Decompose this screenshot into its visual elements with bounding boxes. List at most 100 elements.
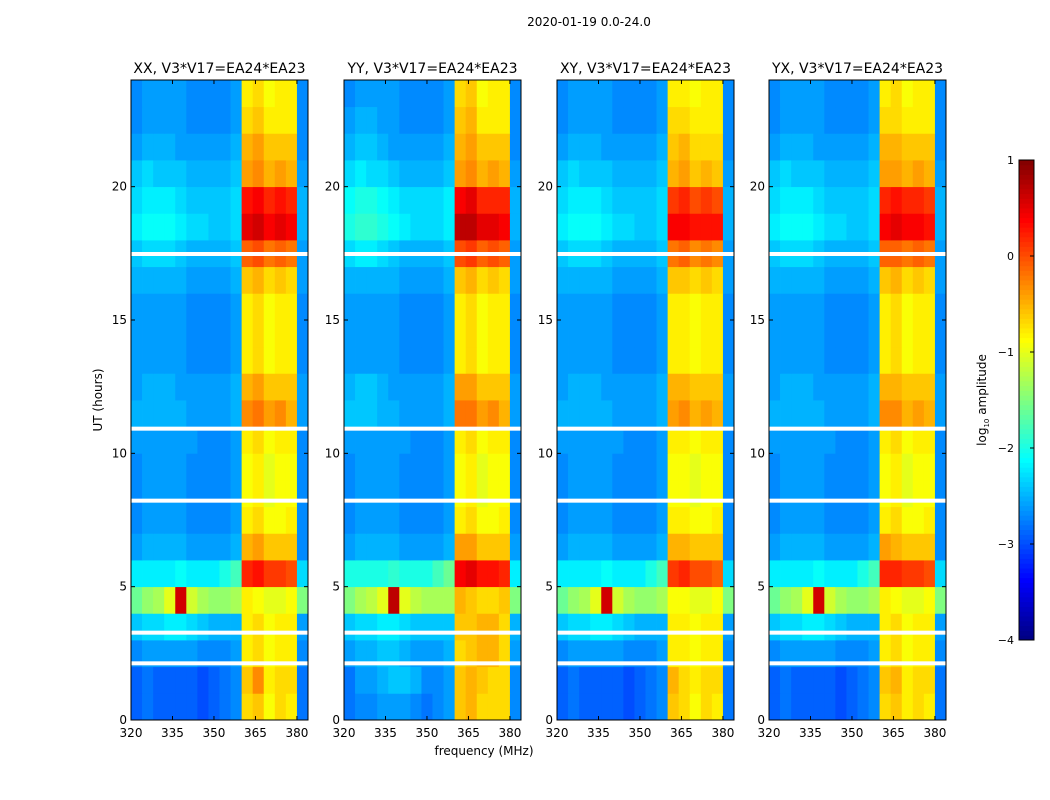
heatmap-cell <box>824 613 836 641</box>
heatmap-cell <box>601 160 613 188</box>
heatmap-cell <box>131 346 143 374</box>
heatmap-cell <box>421 293 433 321</box>
heatmap-cell <box>410 186 422 214</box>
heatmap-cell <box>153 133 165 161</box>
heatmap-cell <box>219 640 231 668</box>
heatmap-cell <box>164 160 176 188</box>
heatmap-cell <box>722 160 735 188</box>
x-tick-label: 380 <box>923 726 946 740</box>
heatmap-cell <box>142 160 154 188</box>
heatmap-cell <box>868 346 881 374</box>
heatmap-cell <box>410 533 422 561</box>
heatmap-cell <box>443 293 456 321</box>
heatmap-cell <box>802 586 814 614</box>
heatmap-cell <box>476 453 489 481</box>
heatmap-cell <box>802 133 814 161</box>
heatmap-cell <box>432 320 444 348</box>
heatmap-cell <box>388 400 400 428</box>
heatmap-cell <box>344 506 356 534</box>
heatmap-cell <box>142 320 154 348</box>
heatmap-cell <box>454 560 467 588</box>
heatmap-cell <box>487 106 500 134</box>
heatmap-cell <box>410 480 422 508</box>
heatmap-cell <box>153 506 165 534</box>
heatmap-cell <box>601 613 613 641</box>
heatmap-cell <box>557 213 569 241</box>
colorbar-segment <box>1019 160 1034 166</box>
heatmap-cell <box>791 80 803 108</box>
heatmap-cell <box>890 186 903 214</box>
heatmap-cell <box>274 133 287 161</box>
heatmap-cell <box>344 160 356 188</box>
heatmap-cell <box>197 266 209 294</box>
heatmap-cell <box>219 186 231 214</box>
heatmap-cell <box>498 186 511 214</box>
heatmap-cell <box>802 693 814 721</box>
heatmap-cell <box>465 480 478 508</box>
colorbar-segment <box>1019 275 1034 281</box>
flagged-row <box>769 498 946 503</box>
heatmap-cell <box>487 693 500 721</box>
heatmap-cell <box>623 160 635 188</box>
heatmap-cell <box>722 320 735 348</box>
heatmap-cell <box>667 106 680 134</box>
colorbar-segment <box>1019 227 1034 233</box>
heatmap-cell <box>568 640 580 668</box>
heatmap-cell <box>252 400 265 428</box>
heatmap-cell <box>579 426 591 454</box>
heatmap-cell <box>131 80 143 108</box>
heatmap-cell <box>432 560 444 588</box>
heatmap-cell <box>241 586 254 614</box>
heatmap-cell <box>813 373 825 401</box>
heatmap-cell <box>175 506 187 534</box>
heatmap-cell <box>164 186 176 214</box>
heatmap-cell <box>857 533 869 561</box>
heatmap-cell <box>263 533 276 561</box>
heatmap-cell <box>285 106 298 134</box>
heatmap-cell <box>846 666 858 694</box>
heatmap-cell <box>846 693 858 721</box>
heatmap-cell <box>476 213 489 241</box>
heatmap-cell <box>645 160 657 188</box>
heatmap-cell <box>186 613 198 641</box>
heatmap-cell <box>901 320 914 348</box>
heatmap-cell <box>689 693 702 721</box>
heatmap-cell <box>388 506 400 534</box>
heatmap-cell <box>623 586 635 614</box>
colorbar-segment <box>1019 371 1034 377</box>
colorbar-segment <box>1019 256 1034 262</box>
heatmap-cell <box>634 506 646 534</box>
heatmap-cell <box>252 453 265 481</box>
heatmap-cell <box>791 586 803 614</box>
heatmap-cell <box>557 666 569 694</box>
heatmap-cell <box>813 266 825 294</box>
heatmap-cell <box>344 106 356 134</box>
heatmap-cell <box>923 506 936 534</box>
heatmap-cell <box>153 213 165 241</box>
heatmap-cell <box>186 640 198 668</box>
heatmap-cell <box>175 346 187 374</box>
flagged-row <box>344 630 521 635</box>
heatmap-cell <box>824 400 836 428</box>
heatmap-cell <box>700 586 713 614</box>
heatmap-cell <box>443 640 456 668</box>
heatmap-cell <box>678 293 691 321</box>
heatmap-cell <box>601 480 613 508</box>
heatmap-cell <box>241 80 254 108</box>
heatmap-cell <box>557 506 569 534</box>
heatmap-cell <box>780 80 792 108</box>
heatmap-cell <box>934 533 947 561</box>
heatmap-cell <box>498 400 511 428</box>
heatmap-cell <box>634 346 646 374</box>
heatmap-cell <box>780 400 792 428</box>
heatmap-cell <box>344 533 356 561</box>
heatmap-cell <box>487 160 500 188</box>
heatmap-cell <box>722 480 735 508</box>
heatmap-cell <box>557 453 569 481</box>
heatmap-cell <box>153 453 165 481</box>
heatmap-cell <box>791 533 803 561</box>
heatmap-cell <box>923 133 936 161</box>
heatmap-cell <box>498 426 511 454</box>
heatmap-cell <box>824 186 836 214</box>
heatmap-cell <box>131 400 143 428</box>
